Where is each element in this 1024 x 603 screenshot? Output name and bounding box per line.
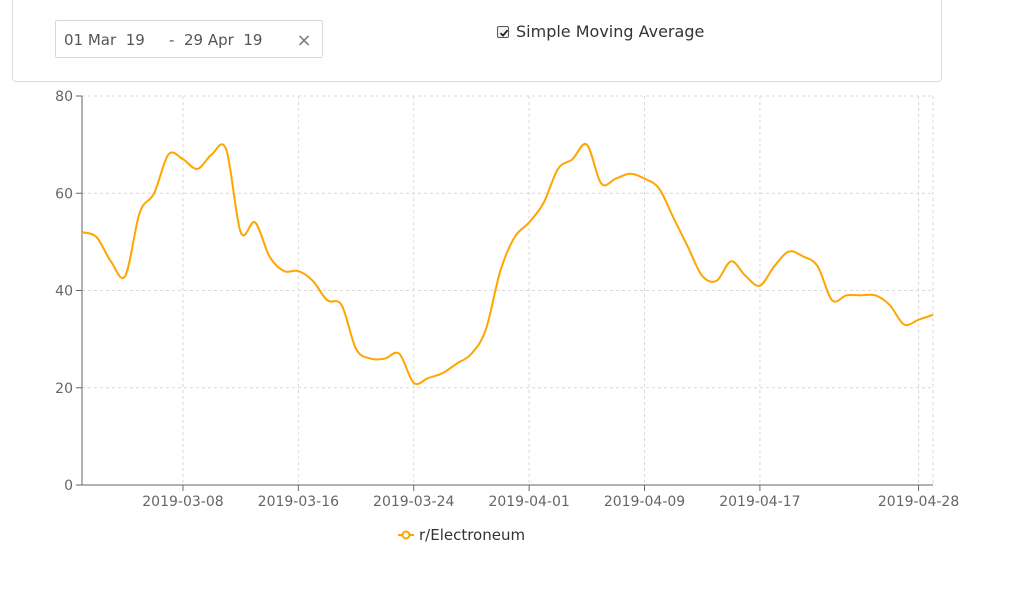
y-axis-labels: 0 20 40 60 80 — [55, 89, 73, 494]
data-point — [671, 216, 675, 220]
x-tick-label: 2019-04-17 — [719, 494, 800, 510]
y-tick-label: 20 — [55, 381, 73, 397]
data-point — [844, 293, 848, 297]
data-point — [210, 152, 214, 156]
data-point — [614, 177, 618, 181]
data-point — [758, 284, 762, 288]
chart-axes — [76, 95, 933, 491]
date-end-field[interactable]: 29 Apr 19 — [184, 31, 263, 49]
chart-series — [80, 142, 935, 386]
data-point — [426, 376, 430, 380]
date-separator: - — [169, 31, 175, 49]
data-point — [787, 250, 791, 254]
y-tick-label: 60 — [55, 186, 73, 202]
data-point — [167, 152, 171, 156]
x-axis-labels: 2019-03-08 2019-03-16 2019-03-24 2019-04-01… — [142, 494, 959, 510]
data-point — [311, 279, 315, 283]
data-point — [368, 357, 372, 361]
data-point — [484, 327, 488, 331]
sma-toggle[interactable]: Simple Moving Average — [497, 22, 704, 41]
x-tick-label: 2019-04-28 — [878, 494, 959, 510]
data-point — [715, 279, 719, 283]
data-point — [469, 352, 473, 356]
data-point — [253, 220, 257, 224]
legend-marker-icon — [401, 530, 411, 540]
data-point — [772, 264, 776, 268]
sma-label: Simple Moving Average — [516, 22, 705, 41]
data-point — [268, 254, 272, 258]
controls-panel: 01 Mar 19 - 29 Apr 19 × Simple Moving Av… — [12, 0, 942, 82]
data-point — [527, 220, 531, 224]
data-point — [94, 235, 98, 239]
data-point — [585, 143, 589, 147]
data-point — [383, 357, 387, 361]
data-point — [888, 303, 892, 307]
y-tick-label: 80 — [55, 89, 73, 105]
chart-legend[interactable]: r/Electroneum — [398, 526, 525, 544]
date-range-picker[interactable]: 01 Mar 19 - 29 Apr 19 × — [55, 20, 323, 58]
data-point — [181, 157, 185, 161]
data-point — [224, 147, 228, 151]
data-point — [816, 264, 820, 268]
data-point — [513, 235, 517, 239]
data-point — [657, 186, 661, 190]
x-tick-label: 2019-04-09 — [604, 494, 685, 510]
data-point — [152, 191, 156, 195]
data-point — [354, 347, 358, 351]
data-point — [340, 303, 344, 307]
data-point — [643, 177, 647, 181]
data-point — [441, 371, 445, 375]
data-point — [686, 245, 690, 249]
data-point — [873, 293, 877, 297]
x-tick-label: 2019-03-24 — [373, 494, 454, 510]
data-point — [498, 269, 502, 273]
data-point — [830, 298, 834, 302]
data-point — [542, 201, 546, 205]
y-tick-label: 0 — [64, 478, 73, 494]
data-point — [282, 269, 286, 273]
data-point — [138, 211, 142, 215]
series-line — [81, 142, 934, 386]
data-point — [80, 230, 84, 234]
data-point — [570, 157, 574, 161]
data-point — [902, 323, 906, 327]
data-point — [325, 298, 329, 302]
x-tick-label: 2019-03-16 — [258, 494, 339, 510]
legend-label: r/Electroneum — [419, 526, 525, 544]
data-point — [801, 254, 805, 258]
data-point — [109, 259, 113, 263]
x-tick-label: 2019-04-01 — [488, 494, 569, 510]
data-point — [195, 167, 199, 171]
data-point — [859, 293, 863, 297]
data-point — [628, 172, 632, 176]
checkmark-icon — [499, 29, 509, 37]
clear-date-button[interactable]: × — [296, 30, 312, 51]
date-start-field[interactable]: 01 Mar 19 — [64, 31, 145, 49]
x-tick-label: 2019-03-08 — [142, 494, 223, 510]
data-point — [700, 274, 704, 278]
data-point — [917, 318, 921, 322]
data-point — [931, 313, 935, 317]
data-point — [412, 381, 416, 385]
sma-checkbox[interactable] — [497, 25, 509, 38]
data-point — [239, 230, 243, 234]
y-tick-label: 40 — [55, 284, 73, 300]
data-point — [123, 274, 127, 278]
data-point — [455, 361, 459, 365]
data-point — [743, 274, 747, 278]
data-point — [729, 259, 733, 263]
chart-grid — [82, 95, 934, 485]
data-point — [556, 167, 560, 171]
data-point — [397, 352, 401, 356]
data-point — [599, 182, 603, 186]
data-point — [296, 269, 300, 273]
